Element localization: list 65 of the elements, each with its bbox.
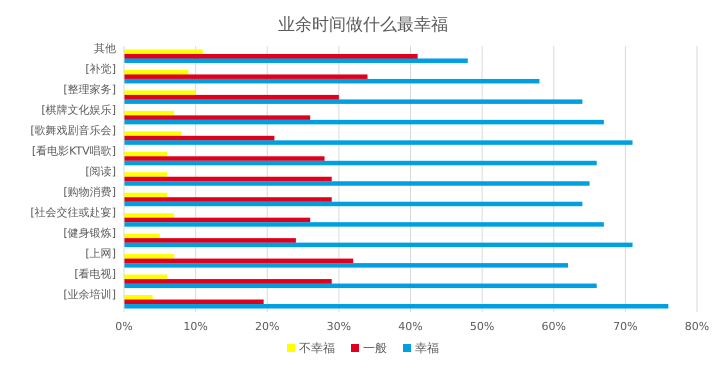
x-tick-label: 20% bbox=[255, 320, 280, 333]
x-tick-label: 60% bbox=[542, 320, 566, 333]
bar bbox=[124, 263, 568, 268]
bar bbox=[124, 110, 174, 116]
bar bbox=[124, 160, 597, 166]
y-tick-label: [歌舞戏剧音乐会] bbox=[30, 124, 116, 138]
bar bbox=[124, 284, 597, 288]
bar bbox=[124, 172, 167, 177]
bar bbox=[124, 131, 182, 136]
bar bbox=[124, 300, 264, 304]
bar bbox=[124, 49, 203, 54]
bar bbox=[124, 181, 590, 186]
y-tick-label: [阅读] bbox=[85, 165, 116, 178]
bar bbox=[124, 238, 296, 243]
y-tick-label: [看电影KTV唱歌] bbox=[32, 144, 116, 158]
x-tick-label: 10% bbox=[183, 320, 208, 333]
legend-label: 不幸福 bbox=[299, 341, 335, 355]
y-tick-label: [健身锻炼] bbox=[63, 226, 116, 240]
x-tick-label: 40% bbox=[398, 320, 423, 333]
x-tick-label: 30% bbox=[326, 320, 352, 333]
bar bbox=[124, 140, 633, 145]
bar bbox=[124, 242, 633, 248]
bar bbox=[124, 99, 582, 104]
bar bbox=[124, 58, 468, 63]
bar bbox=[124, 152, 167, 156]
y-tick-label: [看电视] bbox=[74, 267, 116, 280]
x-tick-label: 0% bbox=[115, 320, 133, 333]
y-tick-label: [业余培训] bbox=[63, 288, 116, 301]
y-tick-label: [棋牌文化娱乐] bbox=[41, 104, 116, 117]
bar bbox=[124, 54, 418, 58]
bar bbox=[124, 136, 274, 140]
bar bbox=[124, 197, 332, 202]
bar bbox=[124, 222, 604, 227]
y-tick-label: 其他 bbox=[94, 42, 116, 56]
bar bbox=[124, 156, 325, 161]
bar bbox=[124, 213, 174, 218]
y-tick-label: [补觉] bbox=[85, 62, 116, 76]
y-tick-label: [上网] bbox=[85, 246, 116, 260]
bar bbox=[124, 279, 332, 284]
y-tick-label: [社会交往或赴宴] bbox=[30, 206, 116, 219]
bar bbox=[124, 274, 167, 280]
bar bbox=[124, 192, 167, 198]
bar bbox=[124, 70, 188, 74]
bar bbox=[124, 120, 604, 124]
y-tick-label: [整理家务] bbox=[63, 83, 116, 96]
chart-title: 业余时间做什么最幸福 bbox=[278, 15, 448, 35]
bar bbox=[124, 258, 354, 264]
bar bbox=[124, 202, 582, 206]
bar bbox=[124, 115, 310, 120]
legend-label: 一般 bbox=[363, 341, 387, 355]
legend-label: 幸福 bbox=[415, 341, 439, 355]
x-tick-label: 80% bbox=[684, 320, 710, 333]
bar bbox=[124, 90, 196, 95]
x-tick-label: 70% bbox=[613, 320, 638, 333]
bar bbox=[124, 218, 310, 222]
bar bbox=[124, 304, 668, 309]
bar bbox=[124, 94, 339, 100]
bar bbox=[124, 234, 160, 238]
bar bbox=[124, 176, 332, 182]
bar bbox=[124, 74, 368, 79]
x-tick-label: 50% bbox=[470, 320, 494, 333]
bar bbox=[124, 295, 153, 300]
bar bbox=[124, 78, 540, 84]
y-tick-label: [购物消费] bbox=[63, 185, 116, 198]
bar bbox=[124, 254, 174, 259]
